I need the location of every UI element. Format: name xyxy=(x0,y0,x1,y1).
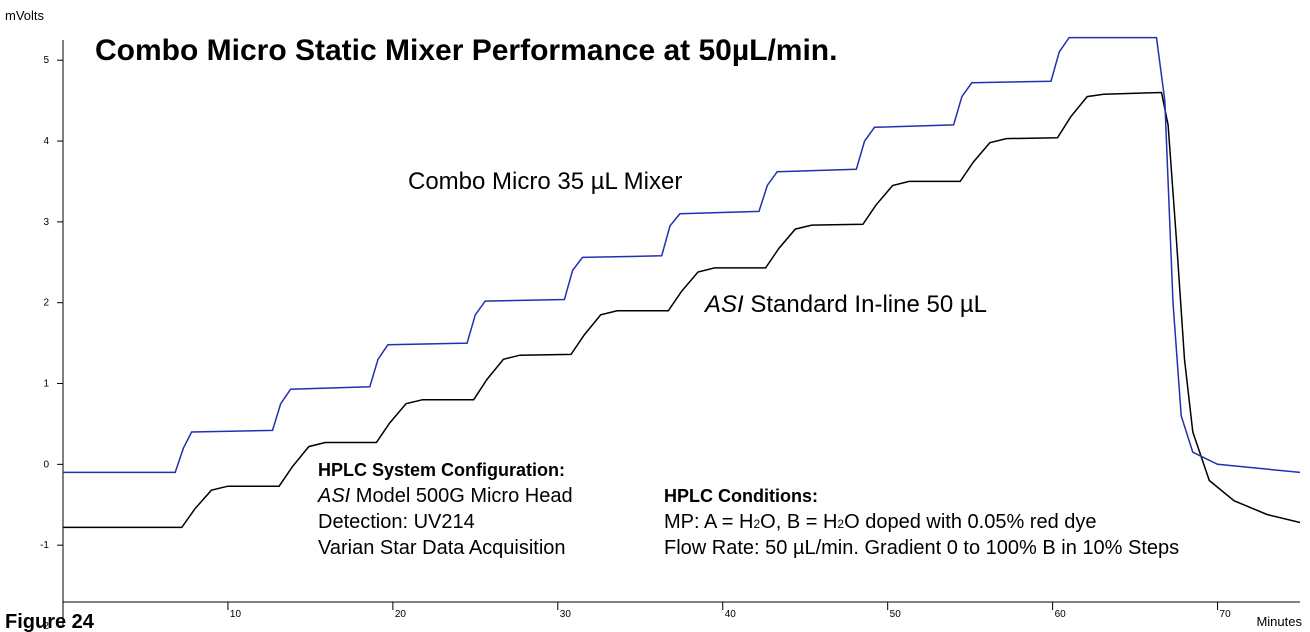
figure-label: Figure 24 xyxy=(5,611,95,632)
series-line xyxy=(63,91,1301,529)
conditions-part: O doped with 0.05% red dye xyxy=(844,511,1096,533)
y-tick-label: 3 xyxy=(43,217,49,228)
legend-part: Standard In-line 50 µL xyxy=(744,291,987,318)
config-part: ASI xyxy=(317,485,351,507)
config-line: Detection: UV214 xyxy=(318,511,475,533)
x-tick-label: 40 xyxy=(725,609,737,620)
legend-entry: ASI Standard In-line 50 µL xyxy=(703,291,987,318)
conditions-part: O, B = H xyxy=(760,511,837,533)
x-tick-label: 50 xyxy=(890,609,902,620)
x-tick-label: 30 xyxy=(560,609,572,620)
conditions-part: 2 xyxy=(837,517,844,531)
y-tick-label: 2 xyxy=(43,298,49,309)
x-axis-label: Minutes xyxy=(1256,614,1302,629)
conditions-line: Flow Rate: 50 µL/min. Gradient 0 to 100%… xyxy=(664,537,1179,559)
y-tick-label: -1 xyxy=(40,540,49,551)
chart-title: Combo Micro Static Mixer Performance at … xyxy=(95,34,837,67)
x-tick-label: 10 xyxy=(230,609,242,620)
y-axis-label: mVolts xyxy=(5,8,45,23)
config-line: Varian Star Data Acquisition xyxy=(318,537,566,559)
config-line: ASI Model 500G Micro Head xyxy=(317,485,573,507)
config-title: HPLC System Configuration: xyxy=(318,460,565,480)
series-line xyxy=(63,36,1301,474)
y-tick-label: -2 xyxy=(40,621,49,632)
x-tick-label: 20 xyxy=(395,609,407,620)
y-tick-label: 1 xyxy=(43,379,49,390)
config-part: Model 500G Micro Head xyxy=(350,485,572,507)
y-tick-label: 4 xyxy=(43,136,49,147)
y-tick-label: 0 xyxy=(43,459,49,470)
legend-entry: Combo Micro 35 µL Mixer xyxy=(408,168,682,195)
y-tick-label: 5 xyxy=(43,55,49,66)
legend-part: ASI xyxy=(703,291,744,318)
x-tick-label: 60 xyxy=(1055,609,1067,620)
conditions-part: 2 xyxy=(753,517,760,531)
conditions-line: MP: A = H2O, B = H2O doped with 0.05% re… xyxy=(664,511,1097,533)
conditions-part: MP: A = H xyxy=(664,511,753,533)
conditions-title: HPLC Conditions: xyxy=(664,486,818,506)
x-tick-label: 70 xyxy=(1220,609,1232,620)
